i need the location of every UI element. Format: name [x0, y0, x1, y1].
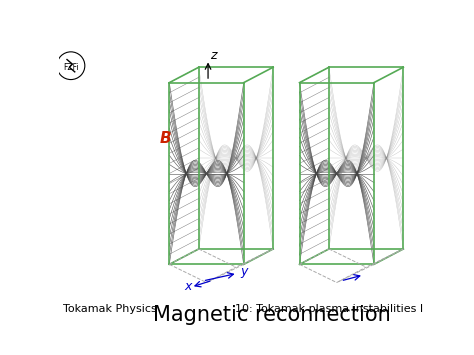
- Text: 10: Tokamak plasma instabilities I: 10: Tokamak plasma instabilities I: [235, 304, 423, 313]
- Text: Tokamak Physics: Tokamak Physics: [63, 304, 157, 313]
- Text: x: x: [185, 280, 192, 293]
- Text: y: y: [240, 265, 247, 278]
- Text: FZFi: FZFi: [63, 62, 79, 72]
- Text: z: z: [210, 49, 217, 62]
- Text: B: B: [159, 131, 171, 146]
- Text: Magnetic reconnection: Magnetic reconnection: [154, 305, 391, 325]
